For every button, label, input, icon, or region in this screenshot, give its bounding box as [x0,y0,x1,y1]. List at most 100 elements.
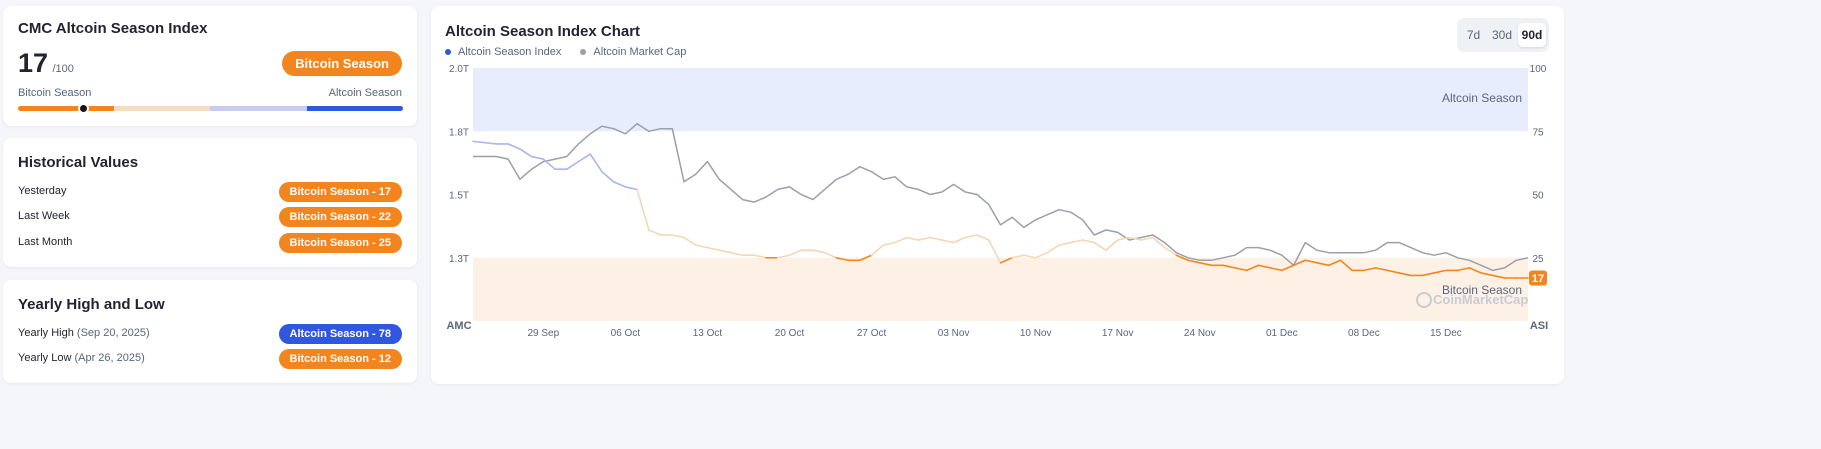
yearly-high-badge: Altcoin Season - 78 [278,324,402,344]
index-line-segment [929,236,943,241]
index-line-segment [1269,267,1283,272]
current-value-text: 17 [1532,273,1544,285]
index-line-segment [976,234,990,241]
index-line-segment [1070,239,1084,244]
index-line-segment [1234,267,1248,272]
tab-90d[interactable]: 90d [1518,23,1546,47]
left-axis-tick: 1.8T [449,127,469,138]
index-value-denominator: /100 [52,63,74,75]
watermark-text: CoinMarketCap [1433,292,1528,307]
index-line-segment [1187,259,1201,264]
legend-mcap-item[interactable]: Altcoin Market Cap [580,46,686,58]
tab-7d[interactable]: 7d [1466,28,1481,42]
index-line-segment [1433,269,1447,274]
current-value-marker: 17 [1529,270,1547,286]
index-value: 17 /100 [18,48,74,79]
index-line-segment [648,229,662,236]
index-line-segment [788,249,803,257]
index-line-segment [1116,236,1131,241]
x-axis-tick: 17 Nov [1102,328,1134,339]
x-axis: 29 Sep 06 Oct 13 Oct 20 Oct 27 Oct 03 Nov 10 N… [527,328,1461,339]
index-card-title: CMC Altcoin Season Index [18,20,208,37]
market-cap-line [473,122,1529,272]
index-line-segment [706,246,720,251]
index-line-segment [941,239,955,244]
index-line-segment [472,140,498,145]
right-axis-tick: 50 [1532,191,1544,202]
x-axis-tick: 10 Nov [1020,328,1052,339]
index-line-segment [917,236,931,241]
x-axis-tick: 20 Oct [775,328,805,339]
index-line-segment [1046,244,1060,254]
x-axis-tick: 08 Dec [1348,328,1380,339]
left-axis-name: AMC [446,320,471,332]
time-range-selector: 7d 30d 90d [1457,18,1549,52]
historical-row-label: Last Week [18,210,70,222]
index-line-segment [624,186,638,191]
legend-index-item[interactable]: Altcoin Season Index [445,46,561,58]
bitcoin-season-zone-label: Bitcoin Season [1442,283,1522,297]
x-axis-tick: 27 Oct [857,328,887,339]
index-value-number: 17 [18,48,49,78]
right-axis-tick: 75 [1532,127,1544,138]
index-line-segment [1128,236,1142,241]
index-line-segment [1140,236,1154,241]
index-line-segment [835,256,849,262]
legend-mcap-dot [580,49,587,55]
index-line-segment [987,239,1002,264]
legend-index-label: Altcoin Season Index [458,46,562,58]
index-line-segment [882,241,896,246]
scale-left-label: Bitcoin Season [18,87,92,99]
index-line-segment [577,153,592,163]
x-axis-tick: 01 Dec [1266,328,1298,339]
index-line-segment [823,251,838,259]
index-line-segment [1105,239,1119,251]
index-line-segment [1175,254,1189,262]
historical-row-badge: Bitcoin Season - 25 [278,233,402,253]
yearly-high-label: Yearly High (Sep 20, 2025) [18,327,150,339]
altcoin-season-zone [473,68,1528,132]
index-line-segment [753,254,767,259]
yearly-low-label: Yearly Low (Apr 26, 2025) [18,352,145,364]
index-line-segment [894,236,908,244]
left-axis-tick: 1.5T [449,191,469,202]
index-line-segment [1281,264,1295,272]
x-axis-tick: 29 Sep [527,328,559,339]
index-line-segment [1386,269,1400,274]
index-line-segment [1468,267,1482,274]
index-line-segment [859,254,873,262]
index-line-segment [1304,259,1318,264]
index-line-segment [1093,241,1107,251]
altcoin-season-chart[interactable]: Altcoin Season Bitcoin Season CoinMarket… [431,6,1564,384]
index-line-segment [1398,272,1412,277]
index-line-segment [683,236,697,246]
scale-segment-altcoin [307,106,403,111]
right-axis: 100 75 50 25 [1530,64,1547,265]
legend-index-dot [445,49,451,55]
index-line-segment [636,188,650,231]
bitcoin-season-zone [473,257,1528,321]
index-line-segment [1292,259,1307,267]
index-line-segment [1421,272,1436,277]
tab-30d[interactable]: 30d [1491,28,1513,42]
scale-right-label: Altcoin Season [328,87,402,99]
coinmarketcap-watermark: CoinMarketCap [1416,292,1528,308]
index-line-segment [694,244,709,249]
season-scale-bar [18,103,403,114]
yearly-high-low-card: Yearly High and Low Yearly High (Sep 20,… [3,280,417,383]
altcoin-chart-card: Altcoin Season Index Chart Altcoin Seaso… [431,6,1564,384]
yearly-title: Yearly High and Low [18,296,165,313]
index-line-segment [1081,239,1096,244]
index-line-segment [718,249,732,254]
current-value-badge [1529,270,1547,286]
index-line-segment [1456,267,1471,272]
index-line-segment [964,234,978,239]
index-line-segment [601,170,615,183]
index-line-segment [1198,262,1213,267]
index-line-segment [1257,264,1271,269]
x-axis-tick: 15 Dec [1430,328,1462,339]
index-line-segment [812,249,826,254]
index-line-segment [589,153,603,173]
historical-row-badge: Bitcoin Season - 22 [278,207,402,227]
index-line-segment [1058,241,1072,246]
